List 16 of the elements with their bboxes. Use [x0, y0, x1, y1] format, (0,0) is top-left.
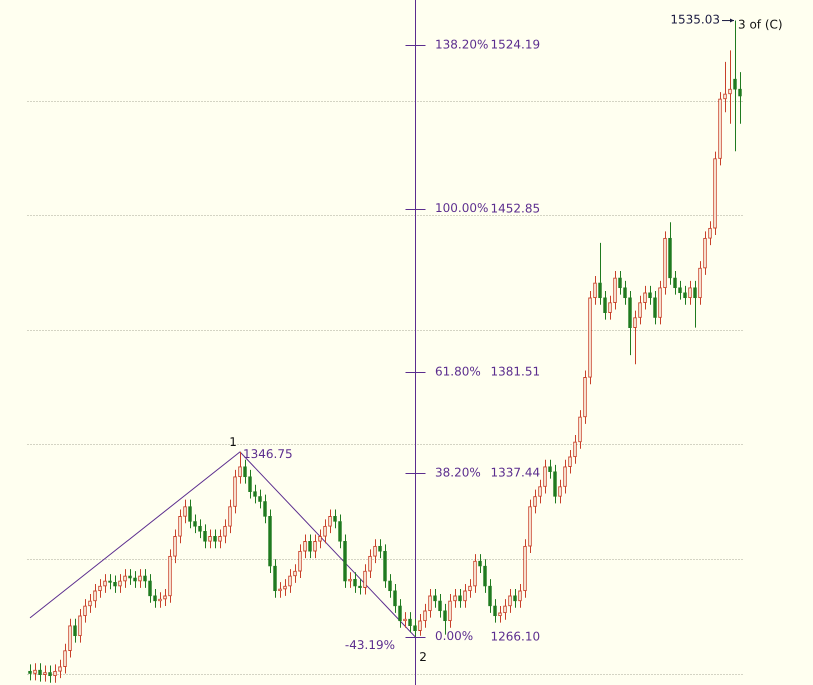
y-tick-label: 1452.85 — [490, 202, 540, 216]
annotation: 38.20% — [435, 465, 481, 480]
annotation: 1535.03 — [670, 12, 720, 27]
y-tick-label: 1524.19 — [490, 38, 540, 52]
annotation: 138.20% — [435, 38, 488, 52]
y-tick-label: 1337.44 — [490, 466, 540, 480]
annotation: 3 of (C) — [738, 18, 783, 32]
y-tick-label: 1266.10 — [490, 630, 540, 644]
y-tick-label: 1381.51 — [490, 364, 540, 379]
annotation: 2 — [419, 650, 427, 664]
annotation: 1 — [229, 435, 237, 450]
annotation: 100.00% — [435, 200, 488, 215]
annotation: -43.19% — [344, 638, 395, 652]
annotation: 0.00% — [435, 628, 474, 643]
annotation: 61.80% — [435, 364, 481, 378]
annotation: 1346.75 — [243, 447, 293, 462]
